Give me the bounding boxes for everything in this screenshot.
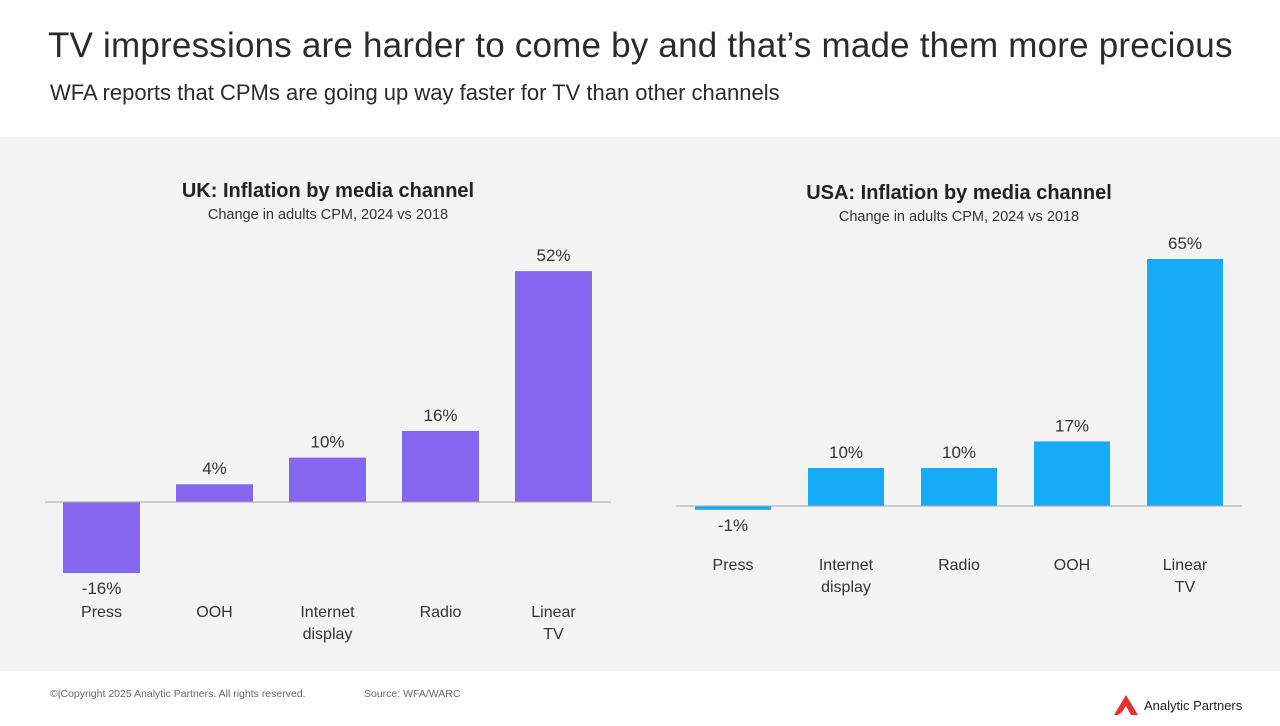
uk-category-label: TV xyxy=(543,626,564,643)
usa-chart-subtitle: Change in adults CPM, 2024 vs 2018 xyxy=(839,209,1079,225)
brand-name: Analytic Partners xyxy=(1144,697,1243,713)
usa-chart-title: USA: Inflation by media channel xyxy=(806,182,1112,204)
usa-data-label: 10% xyxy=(829,443,863,462)
uk-chart-subtitle: Change in adults CPM, 2024 vs 2018 xyxy=(208,207,448,223)
uk-bar xyxy=(176,484,253,502)
uk-category-label: Radio xyxy=(420,604,462,621)
usa-data-label: -1% xyxy=(718,516,748,535)
usa-bar xyxy=(1034,441,1110,506)
uk-category-label: display xyxy=(303,626,353,643)
usa-category-label: Radio xyxy=(938,557,980,574)
uk-bar xyxy=(515,271,592,502)
usa-data-label: 65% xyxy=(1168,234,1202,253)
usa-category-label: TV xyxy=(1175,579,1196,596)
analytic-partners-logo-icon xyxy=(1114,695,1138,715)
usa-bar xyxy=(695,506,771,510)
uk-bar xyxy=(289,457,366,502)
uk-category-label: Press xyxy=(81,604,122,621)
usa-category-label: Press xyxy=(713,557,754,574)
uk-data-label: 10% xyxy=(310,433,344,452)
usa-category-label: OOH xyxy=(1054,557,1090,574)
footer-copyright: ©|Copyright 2025 Analytic Partners. All … xyxy=(50,688,306,700)
brand: Analytic Partners xyxy=(1114,694,1242,716)
usa-data-label: 17% xyxy=(1055,416,1089,435)
uk-data-label: 52% xyxy=(536,246,570,265)
slide-subtitle: WFA reports that CPMs are going up way f… xyxy=(50,80,780,105)
uk-bar xyxy=(402,430,479,502)
usa-bar xyxy=(808,468,884,506)
uk-category-label: Linear xyxy=(531,604,576,621)
uk-data-label: 4% xyxy=(202,459,227,478)
uk-bar xyxy=(63,502,140,574)
usa-bar xyxy=(1147,259,1223,506)
footer-source: Source: WFA/WARC xyxy=(364,688,461,700)
uk-chart-title: UK: Inflation by media channel xyxy=(182,180,474,202)
uk-category-label: OOH xyxy=(196,604,232,621)
slide-title: TV impressions are harder to come by and… xyxy=(48,26,1233,65)
chart-panel xyxy=(0,137,1280,671)
usa-category-label: display xyxy=(821,579,871,596)
uk-category-label: Internet xyxy=(300,604,355,621)
usa-category-label: Internet xyxy=(819,557,874,574)
usa-bar xyxy=(921,468,997,506)
uk-data-label: -16% xyxy=(82,579,122,598)
usa-data-label: 10% xyxy=(942,443,976,462)
usa-category-label: Linear xyxy=(1163,557,1208,574)
uk-data-label: 16% xyxy=(423,406,457,425)
